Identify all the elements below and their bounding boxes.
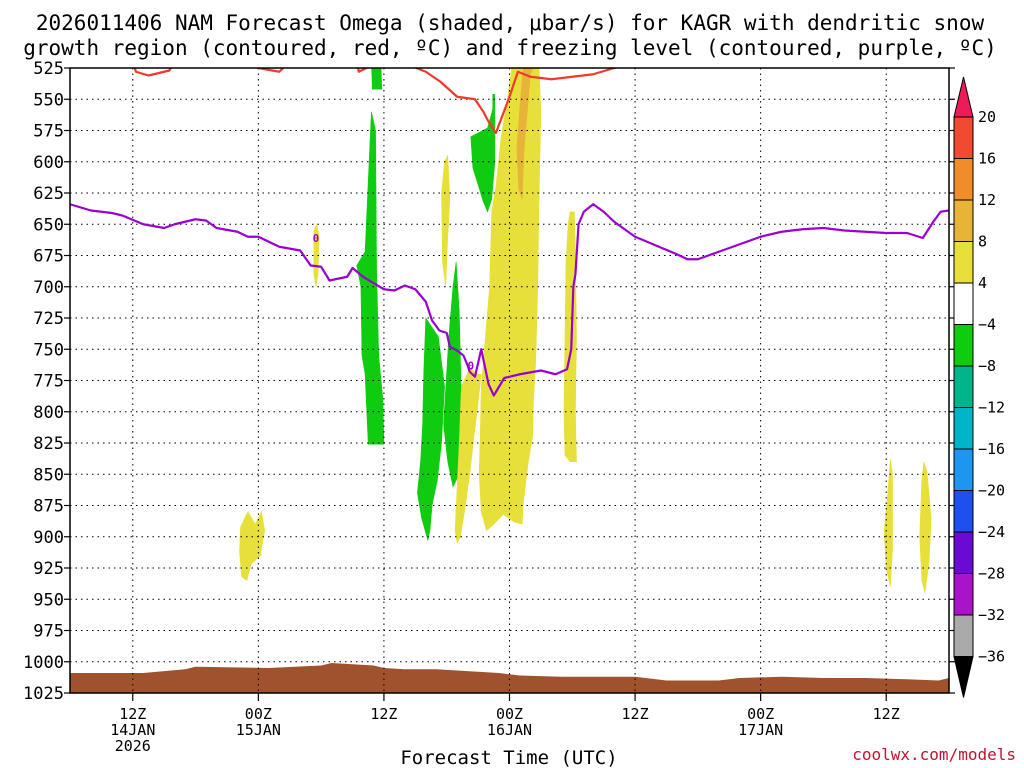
colorbar-label: 12 (978, 191, 996, 209)
y-tick-label: 1000 (23, 653, 64, 673)
colorbar-label: 16 (978, 150, 996, 168)
x-tick-label: 12Z (119, 705, 146, 723)
y-tick-label: 725 (33, 309, 64, 329)
y-tick-label: 800 (33, 403, 64, 423)
colorbar-segment (953, 365, 974, 408)
colorbar-label: −12 (978, 399, 1005, 417)
y-tick-label: 525 (33, 59, 64, 79)
omega-region-7 (441, 154, 451, 287)
gridlines (70, 68, 949, 693)
watermark: coolwx.com/models (852, 745, 1016, 764)
freezing-level-contour (70, 203, 949, 397)
omega-shading-layer (239, 68, 932, 594)
colorbar-label: −24 (978, 523, 1005, 541)
omega-region-13 (919, 461, 932, 594)
y-tick-label: 675 (33, 247, 64, 267)
colorbar-label: −36 (978, 648, 1005, 666)
y-tick-label: 700 (33, 278, 64, 298)
colorbar-label: −20 (978, 482, 1005, 500)
omega-region-2 (417, 317, 445, 541)
colorbar-segment (953, 448, 974, 491)
colorbar-label: −32 (978, 606, 1005, 624)
y-tick-label: 775 (33, 372, 64, 392)
omega-region-1 (371, 68, 383, 90)
freezing-level-contour-label: 0 (467, 359, 474, 372)
colorbar-label: 20 (978, 108, 996, 126)
omega-region-5 (239, 510, 265, 581)
omega-region-9 (478, 68, 542, 532)
y-tick-label: 750 (33, 340, 64, 360)
colorbar-segment (953, 614, 974, 657)
colorbar-label: −28 (978, 565, 1005, 583)
x-tick-label: 2026 (115, 737, 151, 755)
y-tick-label: 975 (33, 622, 64, 642)
colorbar-label: 8 (978, 233, 987, 251)
terrain-fill (70, 663, 949, 693)
colorbar-top-triangle (953, 76, 974, 118)
y-tick-label: 925 (33, 559, 64, 579)
colorbar-segment (953, 490, 974, 533)
y-tick-label: 575 (33, 122, 64, 142)
x-axis-label: Forecast Time (UTC) (400, 747, 617, 768)
dgz-contour (133, 68, 619, 135)
x-tick-label: 12Z (873, 705, 900, 723)
colorbar-label: 4 (978, 274, 987, 292)
colorbar-segment (953, 573, 974, 616)
y-tick-label: 550 (33, 90, 64, 110)
freezing-level-contour-label: 0 (313, 232, 320, 245)
x-tick-label: 00Z (496, 705, 523, 723)
chart-title-line2: growth region (contoured, red, ºC) and f… (23, 36, 997, 60)
y-tick-label: 825 (33, 434, 64, 454)
colorbar-segment (953, 282, 974, 325)
omega-region-11 (563, 211, 577, 463)
colorbar-label: −4 (978, 316, 996, 334)
y-tick-label: 1025 (23, 684, 64, 704)
y-tick-label: 650 (33, 215, 64, 235)
colorbar-label: −16 (978, 440, 1005, 458)
omega-region-6 (313, 223, 320, 287)
y-tick-label: 600 (33, 153, 64, 173)
x-tick-label: 12Z (370, 705, 397, 723)
colorbar-segment (953, 158, 974, 201)
chart-title-line1: 2026011406 NAM Forecast Omega (shaded, μ… (36, 11, 985, 35)
colorbar-segment (953, 531, 974, 574)
colorbar-segment (953, 324, 974, 367)
colorbar-segment (953, 241, 974, 284)
colorbar-bottom-triangle (953, 656, 974, 698)
y-tick-label: 625 (33, 184, 64, 204)
colorbar-segment (953, 407, 974, 450)
y-tick-label: 875 (33, 497, 64, 517)
y-tick-label: 950 (33, 590, 64, 610)
y-tick-label: 850 (33, 465, 64, 485)
colorbar-segment (953, 116, 974, 159)
y-tick-label: 900 (33, 528, 64, 548)
colorbar: 20 16 12 8 4 −4 −8 −12 −16 −20 −24 −28 −32 −36 (953, 76, 1005, 698)
x-tick-label: 16JAN (487, 721, 532, 739)
x-tick-label: 00Z (245, 705, 272, 723)
colorbar-segment (953, 199, 974, 242)
x-tick-label: 12Z (622, 705, 649, 723)
y-axis: 525 550 575 600 625 650 675 700 725 750 775 800 825 8… (23, 59, 955, 704)
x-tick-label: 00Z (747, 705, 774, 723)
x-tick-label: 15JAN (236, 721, 281, 739)
omega-region-0 (356, 111, 385, 445)
omega-region-10 (516, 68, 534, 200)
colorbar-label: −8 (978, 357, 996, 375)
x-tick-label: 14JAN (110, 721, 155, 739)
x-tick-label: 17JAN (738, 721, 783, 739)
terrain-layer (70, 663, 949, 693)
